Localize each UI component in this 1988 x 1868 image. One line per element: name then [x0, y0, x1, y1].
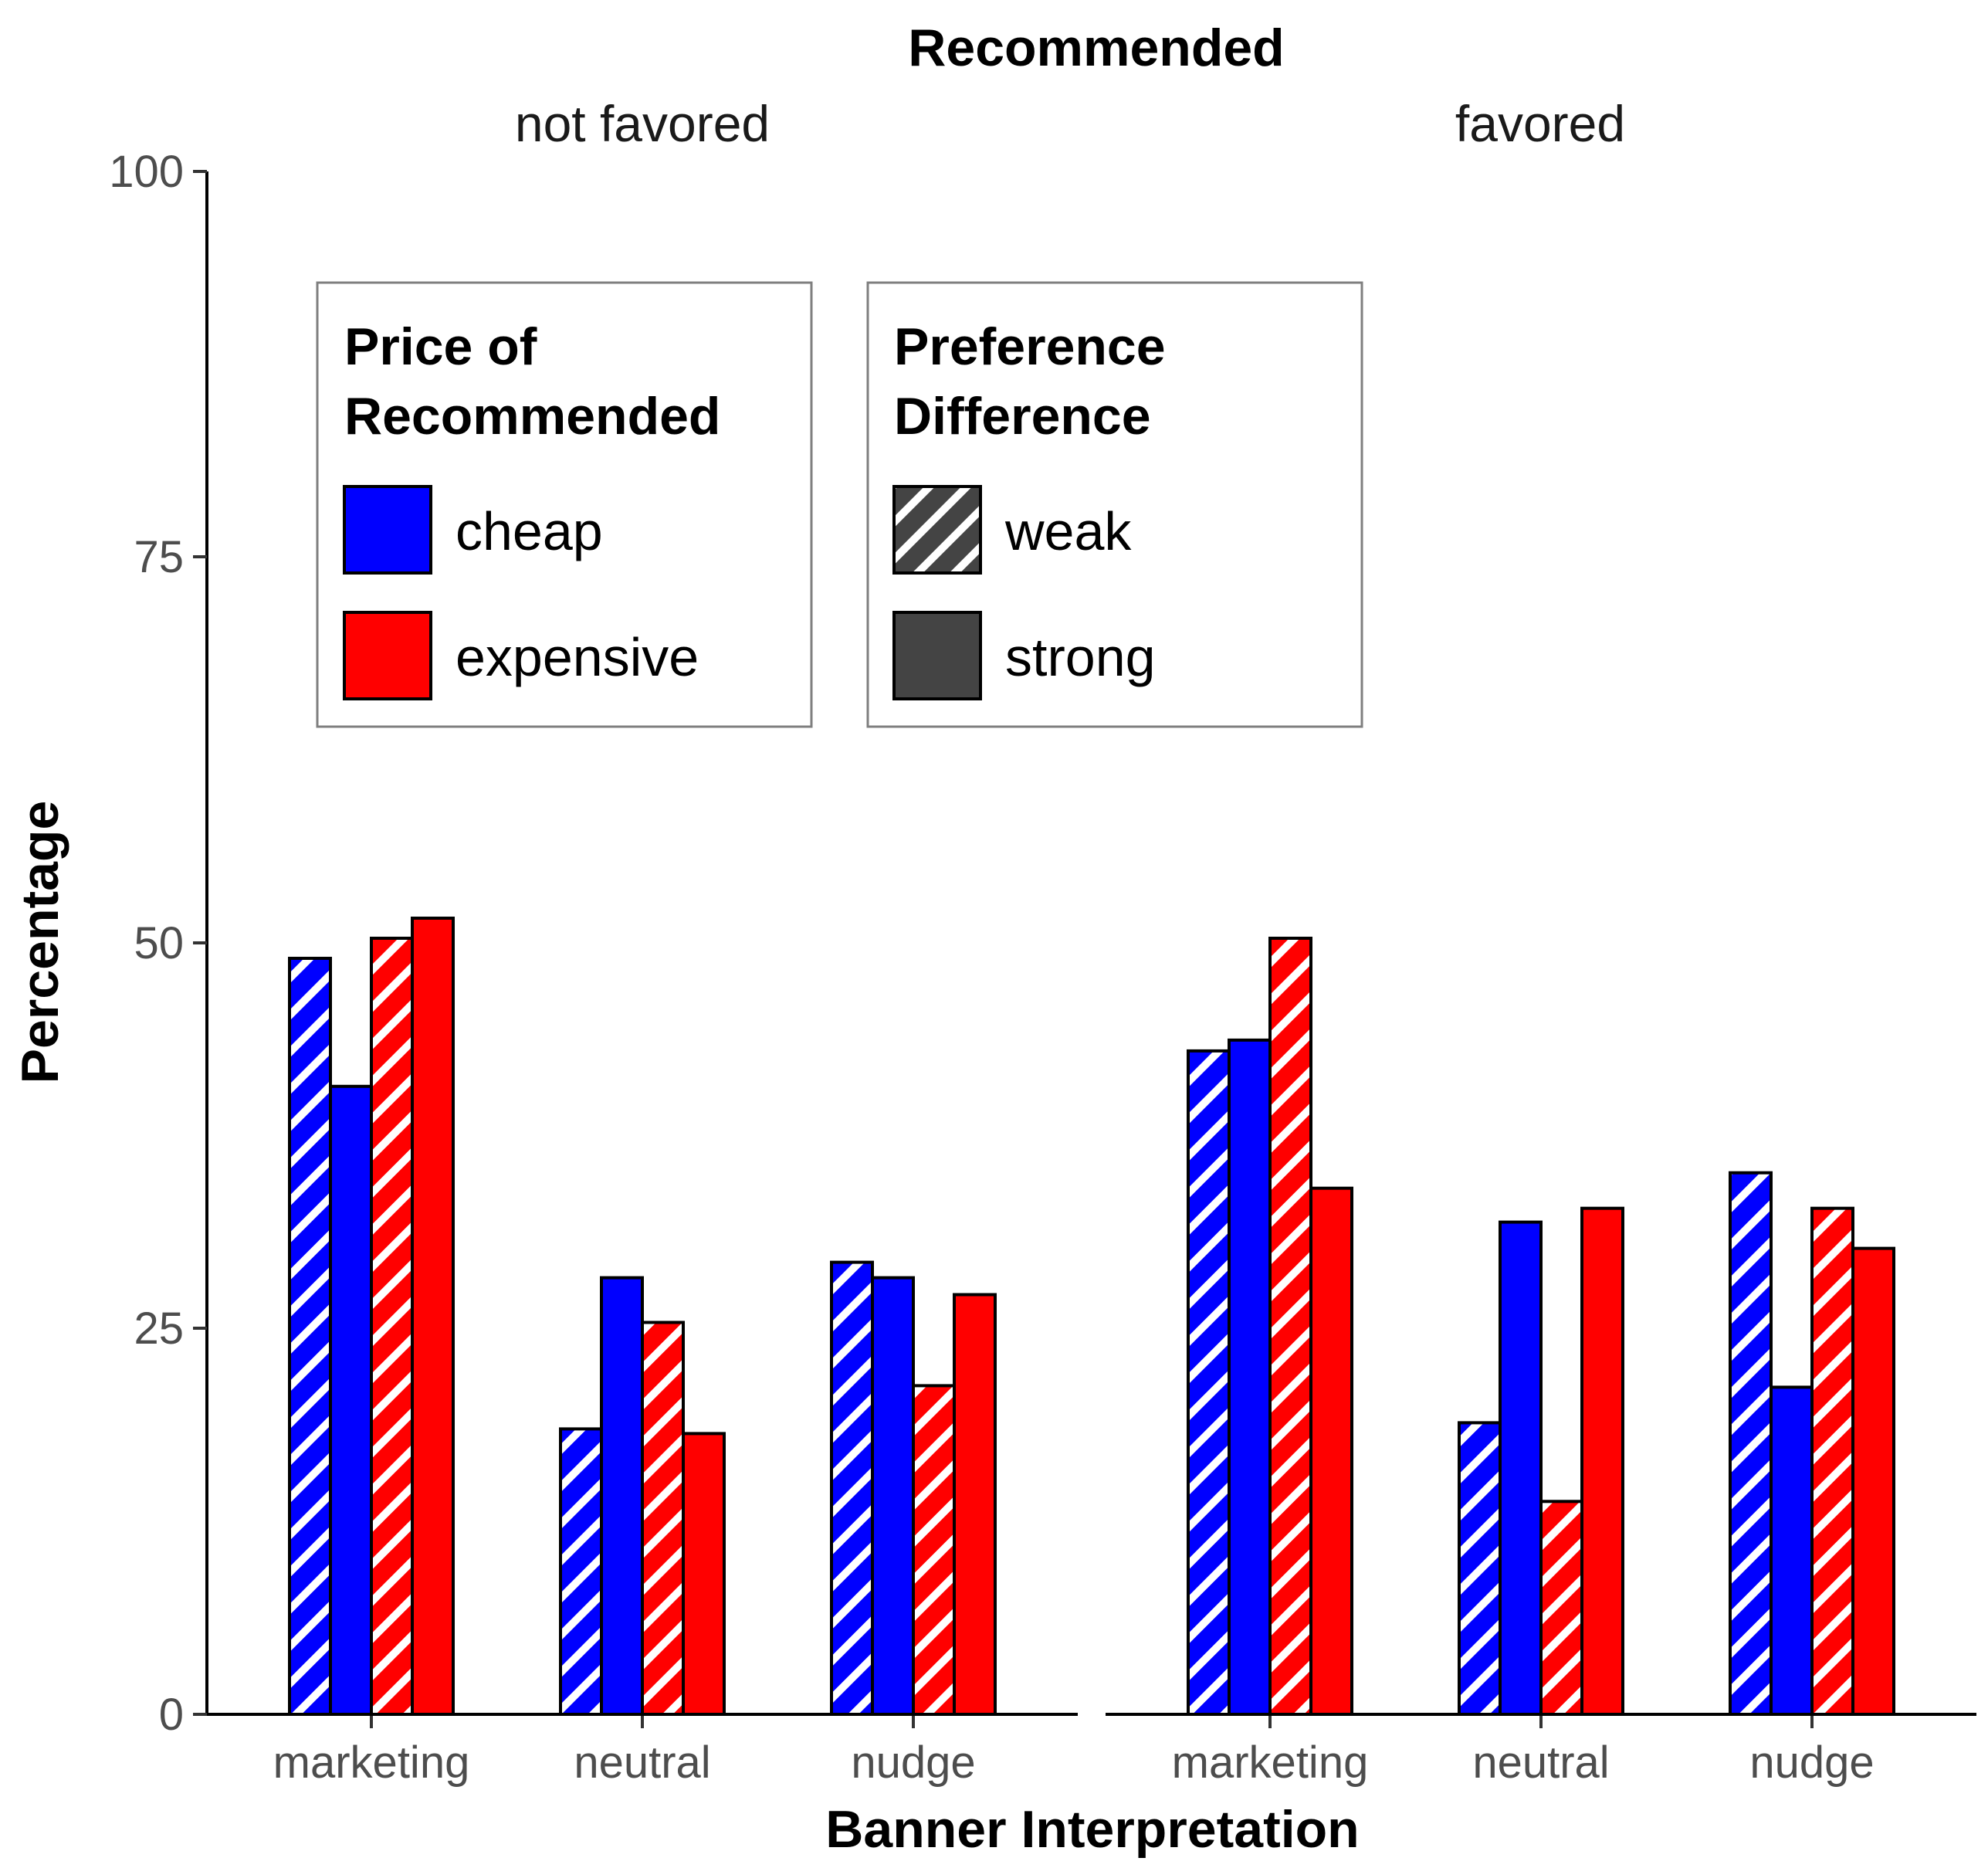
bar-favored-neutral-expensive-strong — [1580, 1206, 1624, 1716]
bar-favored-neutral-expensive-weak — [1539, 1500, 1583, 1717]
legend-price: Price of Recommended cheap expensive — [316, 281, 813, 728]
y-tick-label-75: 75 — [134, 532, 184, 582]
x-tick-label-nf-neutral: neutral — [574, 1737, 710, 1788]
y-tick-label-50: 50 — [134, 918, 184, 968]
top-title: Recommended — [908, 19, 1284, 77]
legend-key-expensive — [343, 611, 432, 700]
facet-label-not-favored: not favored — [515, 95, 770, 152]
y-axis-ticks: 0 25 50 75 100 — [109, 147, 207, 1740]
facet-label-favored: favored — [1455, 95, 1625, 152]
legend-preference-title-line2: Difference — [894, 387, 1151, 446]
bar-favored-neutral-cheap-strong — [1499, 1220, 1543, 1716]
legend-label-cheap: cheap — [456, 501, 603, 561]
bar-favored-marketing-expensive-strong — [1309, 1186, 1353, 1716]
bar-not-favored-neutral-expensive-weak — [641, 1320, 685, 1716]
legend-preference-title-line1: Preference — [894, 317, 1166, 376]
bar-not-favored-marketing-cheap-strong — [329, 1084, 373, 1717]
legend-price-title-line1: Price of — [344, 317, 537, 376]
y-tick-label-0: 0 — [159, 1690, 184, 1740]
legend-label-strong: strong — [1005, 627, 1156, 687]
bar-not-favored-neutral-expensive-strong — [682, 1432, 726, 1717]
y-tick-label-100: 100 — [109, 147, 184, 197]
bar-favored-marketing-cheap-strong — [1228, 1038, 1272, 1716]
bar-favored-nudge-cheap-strong — [1770, 1385, 1814, 1717]
legend-price-title-line2: Recommended — [344, 387, 720, 446]
legend-label-weak: weak — [1004, 501, 1132, 561]
x-tick-label-f-nudge: nudge — [1749, 1737, 1874, 1788]
y-tick-label-25: 25 — [134, 1304, 184, 1354]
bar-favored-nudge-expensive-weak — [1810, 1206, 1854, 1716]
bar-not-favored-marketing-expensive-weak — [370, 937, 414, 1716]
bar-favored-nudge-expensive-strong — [1851, 1246, 1895, 1716]
bar-favored-marketing-cheap-weak — [1187, 1049, 1231, 1716]
legend-key-cheap — [343, 485, 432, 575]
x-tick-label-f-neutral: neutral — [1472, 1737, 1609, 1788]
bar-not-favored-nudge-expensive-strong — [953, 1293, 997, 1716]
bar-not-favored-nudge-cheap-weak — [830, 1260, 874, 1716]
x-tick-label-nf-nudge: nudge — [851, 1737, 975, 1788]
bar-not-favored-nudge-expensive-weak — [912, 1384, 956, 1717]
bar-favored-marketing-expensive-weak — [1268, 937, 1312, 1716]
x-tick-label-nf-marketing: marketing — [273, 1737, 470, 1788]
bar-favored-neutral-cheap-weak — [1458, 1421, 1502, 1717]
x-tick-label-f-marketing: marketing — [1172, 1737, 1369, 1788]
legend-key-strong — [892, 611, 982, 700]
bar-not-favored-neutral-cheap-weak — [559, 1427, 603, 1717]
legend-key-weak — [892, 485, 982, 575]
x-axis-label: Banner Interpretation — [825, 1800, 1359, 1859]
bar-not-favored-marketing-expensive-strong — [411, 917, 455, 1716]
bar-not-favored-marketing-cheap-weak — [288, 957, 332, 1716]
bar-not-favored-neutral-cheap-strong — [600, 1276, 644, 1716]
bar-favored-nudge-cheap-weak — [1729, 1171, 1773, 1716]
bar-not-favored-nudge-cheap-strong — [871, 1276, 915, 1716]
x-axis-ticks: marketing neutral nudge marketing neutra… — [273, 1714, 1875, 1788]
legend-label-expensive: expensive — [456, 627, 699, 687]
legend-preference: Preference Difference weak strong — [866, 281, 1363, 728]
y-axis-label: Percentage — [11, 801, 69, 1084]
bars-group — [288, 917, 1895, 1717]
